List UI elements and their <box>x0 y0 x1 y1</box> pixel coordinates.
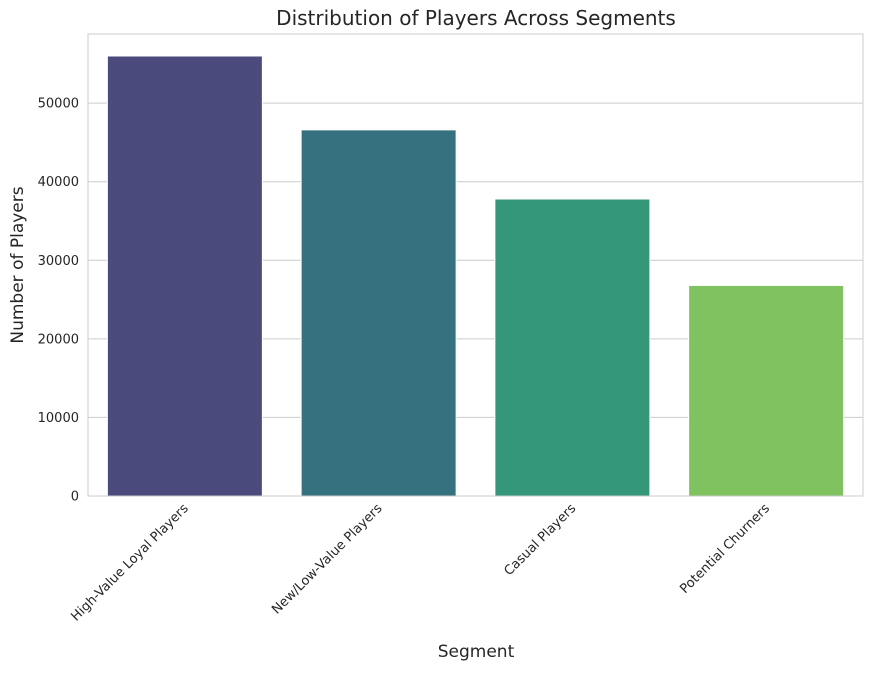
y-axis-ticks: 0 10000 20000 30000 40000 50000 <box>38 97 79 505</box>
chart-title: Distribution of Players Across Segments <box>276 6 676 30</box>
plot-frame <box>87 33 864 497</box>
x-tick-label: High-Value Loyal Players <box>68 501 191 624</box>
y-tick-label: 10000 <box>38 411 79 426</box>
x-tick-label: New/Low-Value Players <box>269 501 385 617</box>
bars <box>106 55 845 497</box>
y-tick-label: 20000 <box>38 332 79 347</box>
y-tick-label: 30000 <box>38 254 79 269</box>
y-tick-label: 40000 <box>38 175 79 190</box>
x-axis-title: Segment <box>438 642 515 662</box>
y-axis-title: Number of Players <box>8 186 28 343</box>
bar <box>300 129 457 497</box>
y-tick-label: 0 <box>71 490 79 505</box>
x-tick-label: Casual Players <box>501 501 579 579</box>
bar <box>494 198 651 497</box>
x-axis-ticks: High-Value Loyal Players New/Low-Value Pl… <box>68 501 773 624</box>
bar <box>106 55 263 497</box>
bar <box>688 284 845 497</box>
y-tick-label: 50000 <box>38 97 79 112</box>
x-tick-label: Potential Churners <box>677 501 773 597</box>
